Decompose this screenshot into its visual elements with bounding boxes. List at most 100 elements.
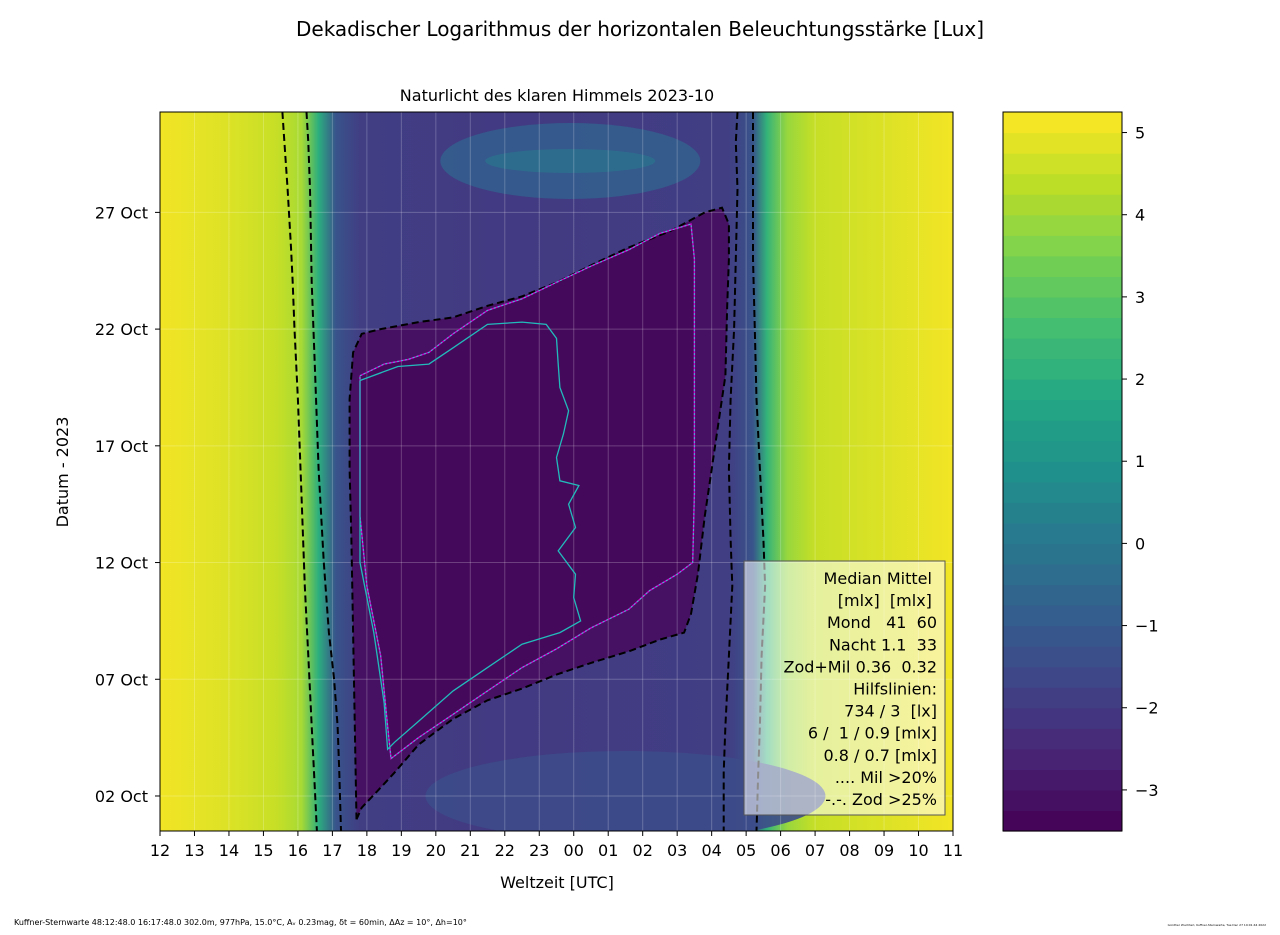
x-tick-label: 03	[667, 841, 687, 860]
colorbar-band	[1003, 358, 1122, 380]
colorbar-band	[1003, 440, 1122, 462]
x-tick-label: 19	[391, 841, 411, 860]
colorbar-band	[1003, 399, 1122, 421]
colorbar-tick-label: 3	[1135, 288, 1145, 307]
contour-dashed-black-outer-evening	[281, 112, 318, 831]
plot-frame	[159, 111, 954, 832]
colorbar-band	[1003, 173, 1122, 195]
footer-credit: Günther Wuchterl, Kuffner-Sternwarte, Tu…	[1168, 923, 1266, 927]
colorbar-band	[1003, 728, 1122, 750]
y-axis-label: Datum - 2023	[53, 417, 72, 528]
colorbar-band	[1003, 789, 1122, 812]
x-tick-label: 14	[219, 841, 239, 860]
y-axis-ticks: 02 Oct 07 Oct 12 Oct 17 Oct 22 Oct 27 Oct	[95, 203, 160, 806]
legend-line: Nacht 1.1 33	[829, 635, 937, 654]
footer-station-info: Kuffner-Sternwarte 48:12:48.0 16:17:48.0…	[14, 918, 467, 927]
moonlight-region-lower	[425, 750, 826, 831]
legend-line: 0.8 / 0.7 [mlx]	[823, 746, 937, 765]
legend-line: Mond 41 60	[827, 613, 937, 632]
x-tick-label: 12	[150, 841, 170, 860]
colorbar-band	[1003, 296, 1122, 319]
contour-dashed-black-inner-evening	[305, 112, 342, 831]
colorbar-band	[1003, 625, 1122, 647]
contour-fill-layer	[349, 123, 826, 831]
colorbar-band	[1003, 153, 1122, 175]
legend-box: Median Mittel [mlx] [mlx] Mond 41 60 Nach…	[743, 560, 946, 816]
colorbar-band	[1003, 584, 1122, 606]
x-tick-label: 10	[908, 841, 928, 860]
colorbar-band	[1003, 707, 1122, 729]
x-tick-label: 23	[529, 841, 549, 860]
colorbar-band	[1003, 132, 1122, 154]
colorbar-band	[1003, 563, 1122, 586]
y-tick-label: 27 Oct	[95, 203, 148, 222]
x-tick-label: 08	[839, 841, 859, 860]
colorbar-tick-label: −2	[1135, 699, 1159, 718]
x-tick-label: 22	[495, 841, 515, 860]
contour-line-layer	[281, 112, 767, 831]
colorbar-band	[1003, 214, 1122, 236]
x-tick-label: 18	[357, 841, 377, 860]
y-tick-label: 07 Oct	[95, 670, 148, 689]
x-tick-label: 13	[184, 841, 204, 860]
contour-zodiacal-light	[359, 321, 582, 751]
legend-line: Zod+Mil 0.36 0.32	[783, 657, 937, 676]
colorbar-band	[1003, 235, 1122, 257]
colorbar-bands	[1003, 112, 1122, 832]
legend-line: 734 / 3 [lx]	[844, 702, 937, 721]
x-tick-label: 01	[598, 841, 618, 860]
colorbar-band	[1003, 481, 1122, 503]
colorbar: 5 4 3 2 1 0 −1 −2 −3	[1002, 111, 1159, 832]
x-tick-label: 11	[943, 841, 963, 860]
heatmap-plot	[160, 112, 953, 831]
x-tick-label: 06	[770, 841, 790, 860]
colorbar-band	[1003, 502, 1122, 524]
x-tick-label: 07	[805, 841, 825, 860]
colorbar-ticks: 5 4 3 2 1 0 −1 −2 −3	[1122, 124, 1159, 800]
y-tick-label: 12 Oct	[95, 554, 148, 573]
legend-line: -.-. Zod >25%	[825, 790, 937, 809]
contour-dashed-black-night-moonless	[348, 206, 730, 820]
colorbar-band	[1003, 420, 1122, 442]
contour-dashed-black-inner-morning	[722, 112, 739, 831]
x-tick-label: 15	[253, 841, 273, 860]
legend-line: 6 / 1 / 0.9 [mlx]	[808, 724, 937, 743]
x-tick-label: 05	[736, 841, 756, 860]
colorbar-band	[1003, 646, 1122, 668]
colorbar-band	[1003, 810, 1122, 832]
colorbar-band	[1003, 666, 1122, 688]
darkest-night-region	[360, 224, 695, 759]
colorbar-tick-label: 0	[1135, 534, 1145, 553]
figure-title: Dekadischer Logarithmus der horizontalen…	[296, 17, 984, 41]
colorbar-frame	[1002, 111, 1123, 832]
colorbar-tick-label: 2	[1135, 370, 1145, 389]
colorbar-band	[1003, 194, 1122, 216]
colorbar-band	[1003, 337, 1122, 360]
y-tick-label: 22 Oct	[95, 320, 148, 339]
colorbar-band	[1003, 276, 1122, 298]
colorbar-tick-label: 5	[1135, 124, 1145, 143]
colorbar-band	[1003, 748, 1122, 770]
legend-line: .... Mil >20%	[835, 768, 937, 787]
colorbar-tick-label: −1	[1135, 617, 1159, 636]
chart-title: Naturlicht des klaren Himmels 2023-10	[400, 86, 714, 105]
legend-line: Hilfslinien:	[853, 680, 937, 699]
colorbar-tick-label: 1	[1135, 452, 1145, 471]
contour-dashed-black-outer-morning	[752, 112, 767, 831]
x-tick-label: 21	[460, 841, 480, 860]
x-tick-label: 16	[288, 841, 308, 860]
y-tick-label: 17 Oct	[95, 437, 148, 456]
colorbar-band	[1003, 687, 1122, 709]
legend-frame	[743, 560, 946, 816]
x-axis-label: Weltzeit [UTC]	[500, 873, 614, 892]
colorbar-band	[1003, 522, 1122, 544]
x-axis-ticks: 12 13 14 15 16 17 18 19 20 21 22 23 00 01 02 03 04 05 06 07…	[150, 831, 963, 860]
contour-milky-way-dotted	[359, 223, 695, 760]
x-tick-label: 17	[322, 841, 342, 860]
colorbar-tick-label: −3	[1135, 781, 1159, 800]
colorbar-band	[1003, 317, 1122, 339]
colorbar-band	[1003, 379, 1122, 401]
colorbar-band	[1003, 112, 1122, 134]
x-tick-label: 20	[426, 841, 446, 860]
colorbar-band	[1003, 461, 1122, 483]
